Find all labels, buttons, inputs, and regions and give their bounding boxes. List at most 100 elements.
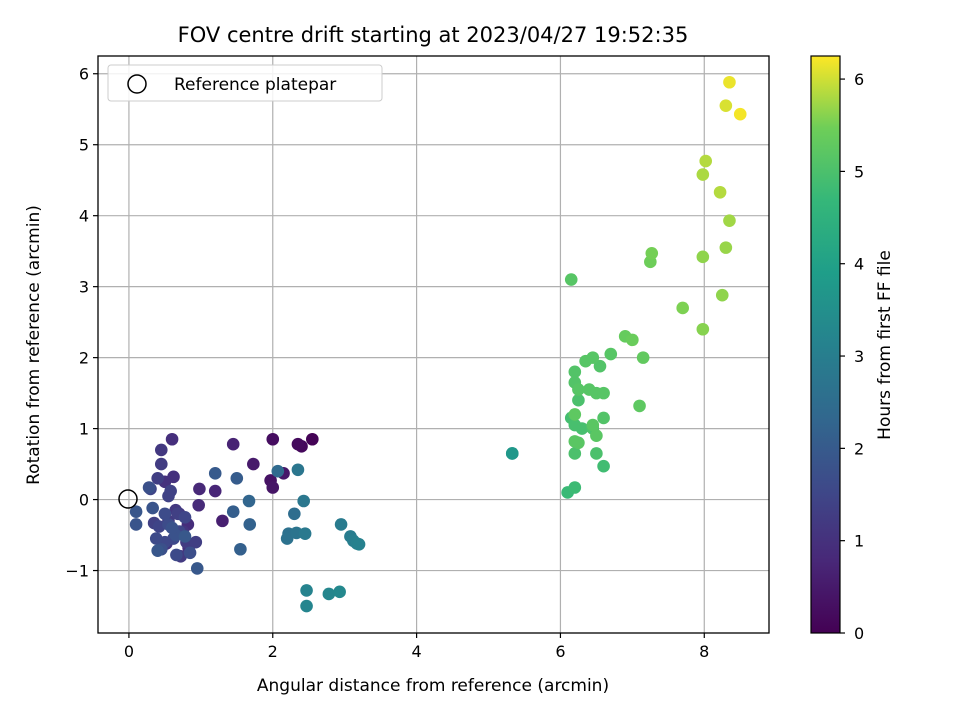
data-points [129,75,747,613]
colorbar-tick-label: 1 [854,532,864,551]
data-point [242,494,256,508]
data-point [129,505,143,518]
colorbar-tick-label: 0 [854,624,864,643]
y-tick-label: 2 [79,349,89,368]
data-point [733,107,747,121]
data-point [300,599,313,613]
colorbar-gradient [810,55,841,634]
data-point [713,185,727,199]
data-point [586,351,600,364]
data-point [572,383,585,396]
data-point [178,511,192,524]
grid [98,56,769,633]
data-point [719,99,733,112]
legend-box [107,64,383,102]
data-point [568,435,582,448]
data-point [183,546,197,560]
data-point [696,322,710,336]
data-point [129,518,143,531]
data-point [146,501,159,515]
data-point [564,273,578,286]
data-point [597,459,610,473]
data-point [352,537,366,551]
y-tick-label: 3 [79,278,89,297]
y-tick-label: 1 [79,420,89,439]
data-point [298,527,312,540]
data-point [696,250,710,264]
data-point [193,482,206,496]
data-point [723,214,736,227]
data-point [568,447,582,460]
y-tick-label: −1 [65,562,89,581]
plot-frame [97,55,770,634]
y-axis: −1 0 1 2 3 4 5 6 [65,65,98,581]
data-point [626,333,639,347]
data-point [719,241,733,254]
data-point [593,359,607,373]
colorbar-tick-label: 3 [854,347,864,366]
data-point [568,481,582,494]
data-point [149,532,163,545]
x-tick-label: 6 [555,642,565,661]
legend: Reference platepar [107,64,383,102]
data-point [158,507,172,521]
colorbar: 0 1 2 3 4 5 6 Hours from first FF file [810,55,895,643]
y-tick-label: 0 [79,491,89,510]
data-point [226,505,240,518]
data-point [189,535,203,549]
data-point [170,548,183,562]
data-point [154,457,168,471]
data-point [300,584,313,597]
data-point [208,484,222,498]
data-point [568,365,582,379]
colorbar-tick-label: 4 [854,255,864,274]
data-point [216,514,229,528]
data-point [590,447,603,460]
data-point [636,351,650,364]
x-tick-label: 0 [124,642,134,661]
x-tick-label: 4 [412,642,422,661]
colorbar-label: Hours from first FF file [875,250,895,440]
data-point [676,301,689,315]
colorbar-ticks: 0 1 2 3 4 5 6 [840,70,864,643]
data-point [247,457,260,471]
data-point [715,288,729,302]
data-point [165,432,179,446]
data-point [291,463,305,477]
data-point [597,411,610,425]
data-point [306,432,319,446]
data-point [178,530,192,543]
data-point [597,386,610,400]
chart-title: FOV centre drift starting at 2023/04/27 … [178,23,689,47]
data-point [280,532,294,545]
y-tick-label: 4 [79,207,89,226]
data-point [271,464,285,478]
data-point [192,498,205,512]
legend-marker [127,74,147,94]
colorbar-tick-label: 6 [854,70,864,89]
data-point [586,418,600,432]
data-point [243,518,257,531]
x-tick-label: 2 [268,642,278,661]
data-point [575,422,589,435]
data-point [699,154,713,168]
x-tick-label: 8 [699,642,709,661]
x-axis: 0 2 4 6 8 [124,633,709,661]
data-point [505,447,519,460]
legend-label: Reference platepar [174,75,336,95]
data-point [266,432,280,446]
colorbar-tick-label: 2 [854,439,864,458]
data-point [696,168,710,181]
data-point [190,562,204,575]
y-tick-label: 5 [79,136,89,155]
data-point [151,544,164,557]
data-point [226,437,240,451]
data-point [633,399,646,413]
data-point [288,507,301,521]
data-point [322,587,336,601]
data-point [590,429,603,442]
data-point [572,393,585,407]
data-point [230,471,244,485]
data-point [291,437,305,451]
